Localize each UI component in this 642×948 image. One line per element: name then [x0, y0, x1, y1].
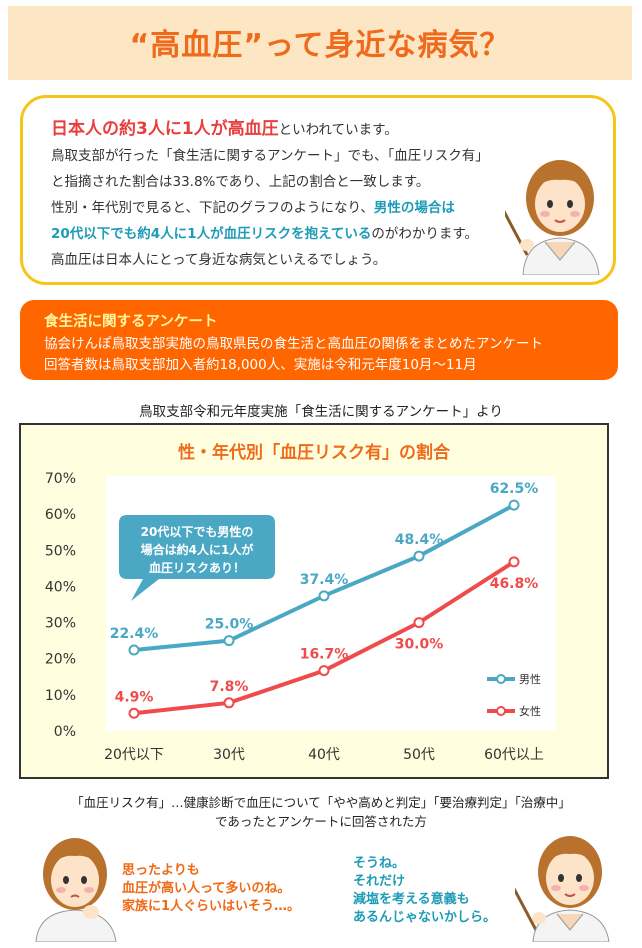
- survey-info-box: 食生活に関するアンケート 協会けんぽ鳥取支部実施の鳥取県民の食生活と高血圧の関係…: [20, 300, 618, 380]
- page-title: “高血圧”って身近な病気？: [129, 28, 511, 63]
- y-tick-label: 70%: [45, 471, 76, 487]
- speech-right-line: 減塩を考える意義も: [353, 892, 470, 907]
- survey-title: 食生活に関するアンケート: [44, 314, 218, 330]
- callout-line: 場合は約4人に1人が: [141, 542, 254, 557]
- intro-line-4-b: 男性の場合は: [373, 200, 455, 216]
- footnote-line-1: 「血圧リスク有」…健康診断で血圧について「やや高めと判定」「要治療判定」「治療中…: [71, 795, 571, 810]
- data-label: 7.8%: [210, 679, 249, 695]
- intro-line-5: 20代以下でも約4人に1人が血圧リスクを抱えているのがわかります。: [51, 222, 478, 242]
- chart-source: 鳥取支部令和元年度実施「食生活に関するアンケート」より: [139, 404, 503, 420]
- speech-left-line: 血圧が高い人って多いのね。: [122, 881, 291, 896]
- x-tick-label: 20代以下: [104, 747, 164, 763]
- y-tick-label: 10%: [45, 688, 76, 704]
- intro-line-1: 日本人の約3人に1人が高血圧といわれています。: [51, 114, 398, 139]
- data-point: [413, 617, 425, 629]
- speech-left: 思ったよりも 血圧が高い人って多いのね。 家族に1人ぐらいはいそう…。: [122, 862, 300, 916]
- y-tick-label: 40%: [45, 579, 76, 595]
- data-point: [508, 499, 520, 511]
- y-tick-label: 60%: [45, 507, 76, 523]
- data-label: 16.7%: [300, 647, 349, 663]
- presenter-woman-bottom-illustration: [515, 836, 610, 942]
- worried-woman-illustration: [35, 838, 117, 942]
- data-label: 46.8%: [490, 576, 539, 592]
- legend-marker: [496, 674, 506, 684]
- data-label: 4.9%: [115, 689, 154, 705]
- legend-label: 女性: [519, 704, 541, 718]
- data-point: [128, 707, 140, 719]
- data-point: [318, 665, 330, 677]
- data-point: [223, 697, 235, 709]
- y-tick-label: 50%: [45, 543, 76, 559]
- data-label: 48.4%: [395, 532, 444, 548]
- legend-marker: [496, 706, 506, 716]
- x-tick-label: 60代以上: [484, 747, 544, 763]
- intro-line-1-rest: といわれています。: [278, 122, 398, 138]
- data-label: 62.5%: [490, 481, 539, 497]
- intro-highlight: 日本人の約3人に1人が高血圧: [51, 119, 279, 139]
- callout-line: 20代以下でも男性の: [141, 524, 254, 539]
- intro-line-2: 鳥取支部が行った「食生活に関するアンケート」でも、「血圧リスク有」: [51, 148, 489, 164]
- speech-right-line: それだけ: [353, 874, 406, 889]
- x-tick-label: 40代: [308, 747, 340, 763]
- x-tick-label: 30代: [213, 747, 245, 763]
- intro-line-5-b: のがわかります。: [371, 226, 479, 242]
- speech-right-line: そうね。: [353, 856, 406, 871]
- plot-area: [106, 476, 556, 731]
- line-chart: 性・年代別「血圧リスク有」の割合 0% 10% 20% 30% 40% 50% 60% 70%…: [45, 442, 556, 763]
- speech-right: そうね。 それだけ 減塩を考える意義も あるんじゃないかしら。: [353, 855, 496, 927]
- y-tick-label: 0%: [54, 724, 76, 740]
- intro-line-3: と指摘された割合は33.8%であり、上記の割合と一致します。: [51, 174, 430, 190]
- x-tick-label: 50代: [403, 747, 435, 763]
- intro-line-4: 性別・年代別で見ると、下記のグラフのようになり、男性の場合は: [51, 196, 455, 216]
- intro-line-6: 高血圧は日本人にとって身近な病気といえるでしょう。: [51, 252, 387, 268]
- intro-line-5-a: 20代以下でも約4人に1人が血圧リスクを抱えている: [51, 226, 372, 242]
- chart-callout: 20代以下でも男性の 場合は約4人に1人が 血圧リスクあり！: [119, 515, 275, 601]
- callout-bubble: [119, 515, 275, 601]
- presenter-woman-illustration: [505, 160, 600, 275]
- speech-left-line: 思ったよりも: [122, 863, 200, 878]
- header-banner: “高血圧”って身近な病気？: [8, 6, 632, 80]
- data-point: [128, 644, 140, 656]
- footnote-line-2: であったとアンケートに回答された方: [215, 814, 427, 829]
- intro-line-4-a: 性別・年代別で見ると、下記のグラフのようになり、: [51, 200, 374, 216]
- data-label: 37.4%: [300, 572, 349, 588]
- data-label: 30.0%: [395, 637, 444, 653]
- data-label: 22.4%: [110, 626, 159, 642]
- data-point: [508, 556, 520, 568]
- speech-left-line: 家族に1人ぐらいはいそう…。: [122, 899, 301, 914]
- chart-title: 性・年代別「血圧リスク有」の割合: [178, 442, 451, 463]
- data-point: [318, 590, 330, 602]
- data-point: [413, 550, 425, 562]
- callout-line: 血圧リスクあり！: [149, 560, 245, 575]
- y-tick-label: 30%: [45, 616, 76, 632]
- survey-description-1: 協会けんぽ鳥取支部実施の鳥取県民の食生活と高血圧の関係をまとめたアンケート: [44, 336, 543, 352]
- data-label: 25.0%: [205, 617, 254, 633]
- y-tick-label: 20%: [45, 652, 76, 668]
- intro-box: 日本人の約3人に1人が高血圧といわれています。 鳥取支部が行った「食生活に関する…: [20, 95, 616, 285]
- survey-description-2: 回答者数は鳥取支部加入者約18,000人、実施は令和元年度10月～11月: [44, 357, 477, 373]
- data-point: [223, 635, 235, 647]
- legend-label: 男性: [519, 672, 541, 686]
- speech-right-line: あるんじゃないかしら。: [353, 910, 497, 925]
